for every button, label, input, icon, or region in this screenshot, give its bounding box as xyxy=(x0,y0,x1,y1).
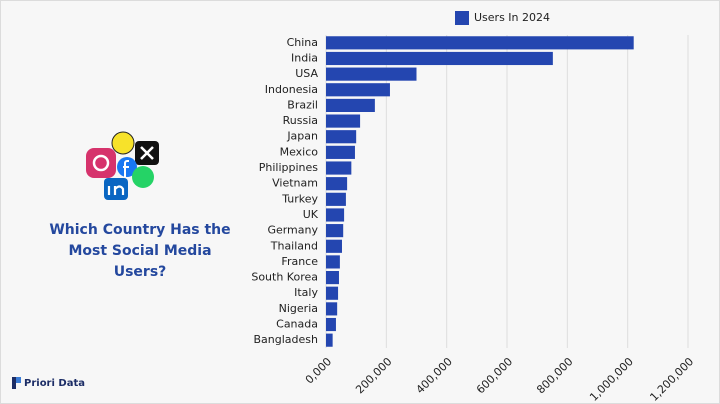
bar xyxy=(326,255,340,269)
y-tick-label: Vietnam xyxy=(272,177,318,190)
bar xyxy=(326,177,348,191)
y-tick-label: Japan xyxy=(286,130,318,143)
instagram-lens xyxy=(92,154,110,172)
whatsapp-icon xyxy=(132,166,154,188)
y-tick-label: UK xyxy=(303,208,319,221)
y-tick-label: China xyxy=(287,36,318,49)
bar xyxy=(326,130,357,144)
x-tick-label: 400,000 xyxy=(414,355,455,396)
y-tick-label: Indonesia xyxy=(265,83,318,96)
y-tick-label: USA xyxy=(295,67,318,80)
instagram-icon xyxy=(86,148,116,178)
snapchat-icon xyxy=(111,131,135,155)
bar xyxy=(326,98,375,112)
bar xyxy=(326,161,352,175)
x-tick-label: 200,000 xyxy=(353,355,394,396)
y-tick-label: Bangladesh xyxy=(254,333,319,346)
y-tick-label: Germany xyxy=(267,224,318,237)
y-tick-label: Brazil xyxy=(287,98,318,111)
logo-bowl xyxy=(16,377,21,383)
y-tick-label: Thailand xyxy=(270,239,318,252)
social-icons xyxy=(86,131,159,200)
legend-label: Users In 2024 xyxy=(474,11,550,24)
facebook-mark xyxy=(123,160,129,177)
bar xyxy=(326,317,336,332)
brand-logo xyxy=(12,377,21,389)
bar xyxy=(326,271,339,285)
bar xyxy=(326,224,344,238)
bar xyxy=(326,145,355,159)
bar xyxy=(326,208,345,222)
x-tick-label: 0,000 xyxy=(303,355,334,386)
x-tick-label: 600,000 xyxy=(474,355,515,396)
y-tick-label: Russia xyxy=(283,114,318,127)
bar xyxy=(326,333,333,347)
bar xyxy=(326,83,390,97)
y-tick-label: Italy xyxy=(294,286,318,299)
bar xyxy=(326,51,553,66)
y-tick-label: South Korea xyxy=(251,271,318,284)
logo-bar xyxy=(12,377,16,389)
brand-name: Priori Data xyxy=(24,378,85,389)
bar xyxy=(326,302,338,316)
y-tick-label: Turkey xyxy=(281,192,318,205)
y-tick-label: Mexico xyxy=(280,145,319,158)
bar xyxy=(326,36,634,50)
x-tick-label: 1,000,000 xyxy=(587,355,636,404)
y-tick-label: India xyxy=(291,51,318,64)
bar xyxy=(326,192,346,206)
bar xyxy=(326,114,361,128)
linkedin-mark xyxy=(107,185,125,195)
y-tick-label: Nigeria xyxy=(279,302,318,315)
y-tick-label: France xyxy=(281,255,318,268)
y-tick-label: Philippines xyxy=(259,161,319,174)
bar xyxy=(326,239,342,253)
legend-swatch xyxy=(455,11,469,25)
chart-title: Which Country Has the Most Social Media … xyxy=(49,222,231,280)
bar xyxy=(326,286,339,300)
x-mark xyxy=(140,146,154,160)
y-tick-label: Canada xyxy=(276,318,318,331)
x-tick-label: 1,200,000 xyxy=(647,355,696,404)
x-tick-label: 800,000 xyxy=(534,355,575,396)
bar xyxy=(326,67,417,81)
